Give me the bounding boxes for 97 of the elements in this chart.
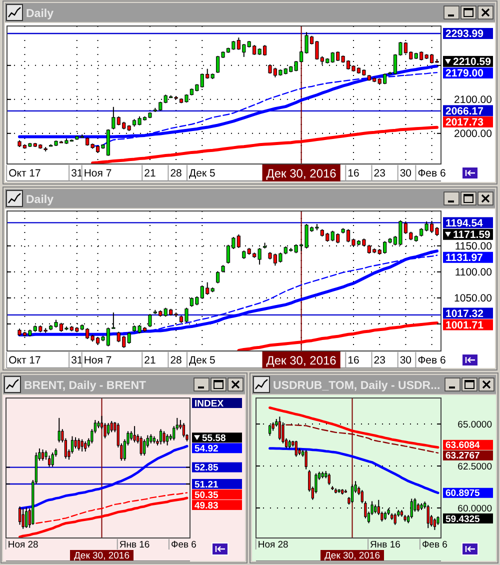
data-label: 1131.97 <box>446 252 484 264</box>
data-label: 54.92 <box>194 443 218 454</box>
ref-line-label: 2293.99 <box>446 28 484 40</box>
y-tick-label: 1100.00 <box>454 266 492 279</box>
text: INDEX <box>194 398 224 410</box>
line-series <box>18 496 188 538</box>
ref-line-label: 2066.17 <box>446 105 484 118</box>
x-tick-label: Дек 30, 2016 <box>324 550 380 562</box>
candlestick <box>166 434 169 446</box>
x-tick-label: 30 <box>400 167 412 180</box>
candlestick <box>150 434 152 444</box>
x-tick-label: 16 <box>348 167 360 180</box>
candlestick <box>80 438 84 452</box>
x-tick-label: Дек 5 <box>189 354 216 366</box>
candlestick <box>304 450 308 470</box>
x-tick-label: Окт 17 <box>8 354 42 366</box>
x-tick-label: Окт 17 <box>8 167 42 180</box>
x-tick-label: 16 <box>348 354 360 366</box>
x-tick-label: Дек 30, 2016 <box>266 353 337 368</box>
candlestick <box>41 448 44 462</box>
chart-title: Daily <box>26 194 54 206</box>
candlestick <box>74 436 77 449</box>
text: 1171.59 <box>453 229 490 242</box>
y-tick-label: 62.5000 <box>458 461 492 472</box>
chart-title: USDRUB_TOM, Daily - USDR... <box>273 380 440 392</box>
data-label: 63.6084 <box>446 440 481 452</box>
x-tick-label: Янв 16 <box>119 539 150 550</box>
x-tick-label: Фев 6 <box>422 539 448 550</box>
x-tick-label: Фев 6 <box>418 167 446 180</box>
x-tick-label: 23 <box>374 167 386 180</box>
data-label: 1001.71 <box>446 319 484 332</box>
candlestick <box>110 420 113 433</box>
x-tick-label: Янв 16 <box>370 539 400 550</box>
candlestick <box>162 430 166 444</box>
line-series <box>36 492 188 524</box>
x-tick-label: Фев 6 <box>170 539 196 550</box>
x-tick-label: 28 <box>170 354 182 366</box>
x-tick-label: 30 <box>400 354 412 366</box>
candlestick <box>159 428 162 445</box>
candlestick <box>143 438 146 456</box>
candlestick <box>107 422 110 436</box>
y-tick-label: 51.21 <box>194 479 219 490</box>
y-tick-label: 2100.00 <box>454 94 492 106</box>
x-tick-label: Ноя 28 <box>258 539 288 550</box>
candlestick <box>78 438 80 451</box>
candlestick <box>394 512 396 526</box>
line-series <box>268 406 440 449</box>
line-series <box>91 126 438 164</box>
data-label: 49.83 <box>194 500 218 512</box>
text: 2210.59 <box>453 56 491 68</box>
candlestick <box>58 417 60 443</box>
candlestick <box>25 506 28 528</box>
text: 55.58 <box>202 432 226 444</box>
data-label: 2017.73 <box>446 116 484 129</box>
x-tick-label: Ноя 28 <box>8 539 38 550</box>
x-tick-label: 23 <box>374 354 386 366</box>
data-label: 60.8975 <box>446 488 481 500</box>
y-tick-label: 1150.00 <box>454 240 492 253</box>
x-tick-label: Фев 6 <box>418 354 446 366</box>
candlestick <box>22 508 24 530</box>
candlestick <box>433 518 436 530</box>
x-tick-label: 21 <box>144 354 156 366</box>
data-label: 50.35 <box>194 490 219 501</box>
candlestick <box>294 440 298 458</box>
candlestick <box>328 472 330 486</box>
y-tick-label: 60.0000 <box>458 503 492 514</box>
candlestick <box>182 422 186 438</box>
line-series <box>237 322 438 351</box>
data-label: 63.2767 <box>446 450 480 462</box>
line-series <box>268 447 440 494</box>
y-tick-label: 1050.00 <box>454 292 492 305</box>
y-tick-label: 2000.00 <box>454 128 492 140</box>
x-tick-label: Дек 30, 2016 <box>74 550 130 562</box>
x-tick-label: 31 <box>71 167 83 180</box>
x-tick-label: Ноя 7 <box>84 167 112 180</box>
ref-line-label: 1017.32 <box>446 308 484 320</box>
candlestick <box>18 506 22 526</box>
x-tick-label: Дек 30, 2016 <box>266 166 337 180</box>
x-tick-label: 21 <box>144 167 156 180</box>
candlestick <box>84 440 87 452</box>
candlestick <box>127 332 131 344</box>
chart-title: Daily <box>26 8 54 20</box>
candlestick <box>140 436 142 456</box>
y-tick-label: 52.85 <box>194 462 219 474</box>
x-tick-label: 31 <box>71 354 83 366</box>
data-label: 2179.00 <box>446 68 484 80</box>
candlestick <box>133 426 136 443</box>
y-tick-label: 65.0000 <box>458 419 492 430</box>
candlestick <box>51 452 54 468</box>
x-tick-label: Дек 5 <box>189 167 216 180</box>
line-series <box>18 250 438 336</box>
chart-title: BRENT, Daily - BRENT <box>24 380 146 392</box>
candlestick <box>350 484 354 504</box>
x-tick-label: 28 <box>170 167 182 180</box>
x-tick-label: Ноя 7 <box>84 354 112 366</box>
ref-line-label: 1194.54 <box>446 217 484 230</box>
text: 59.4325 <box>446 514 480 525</box>
